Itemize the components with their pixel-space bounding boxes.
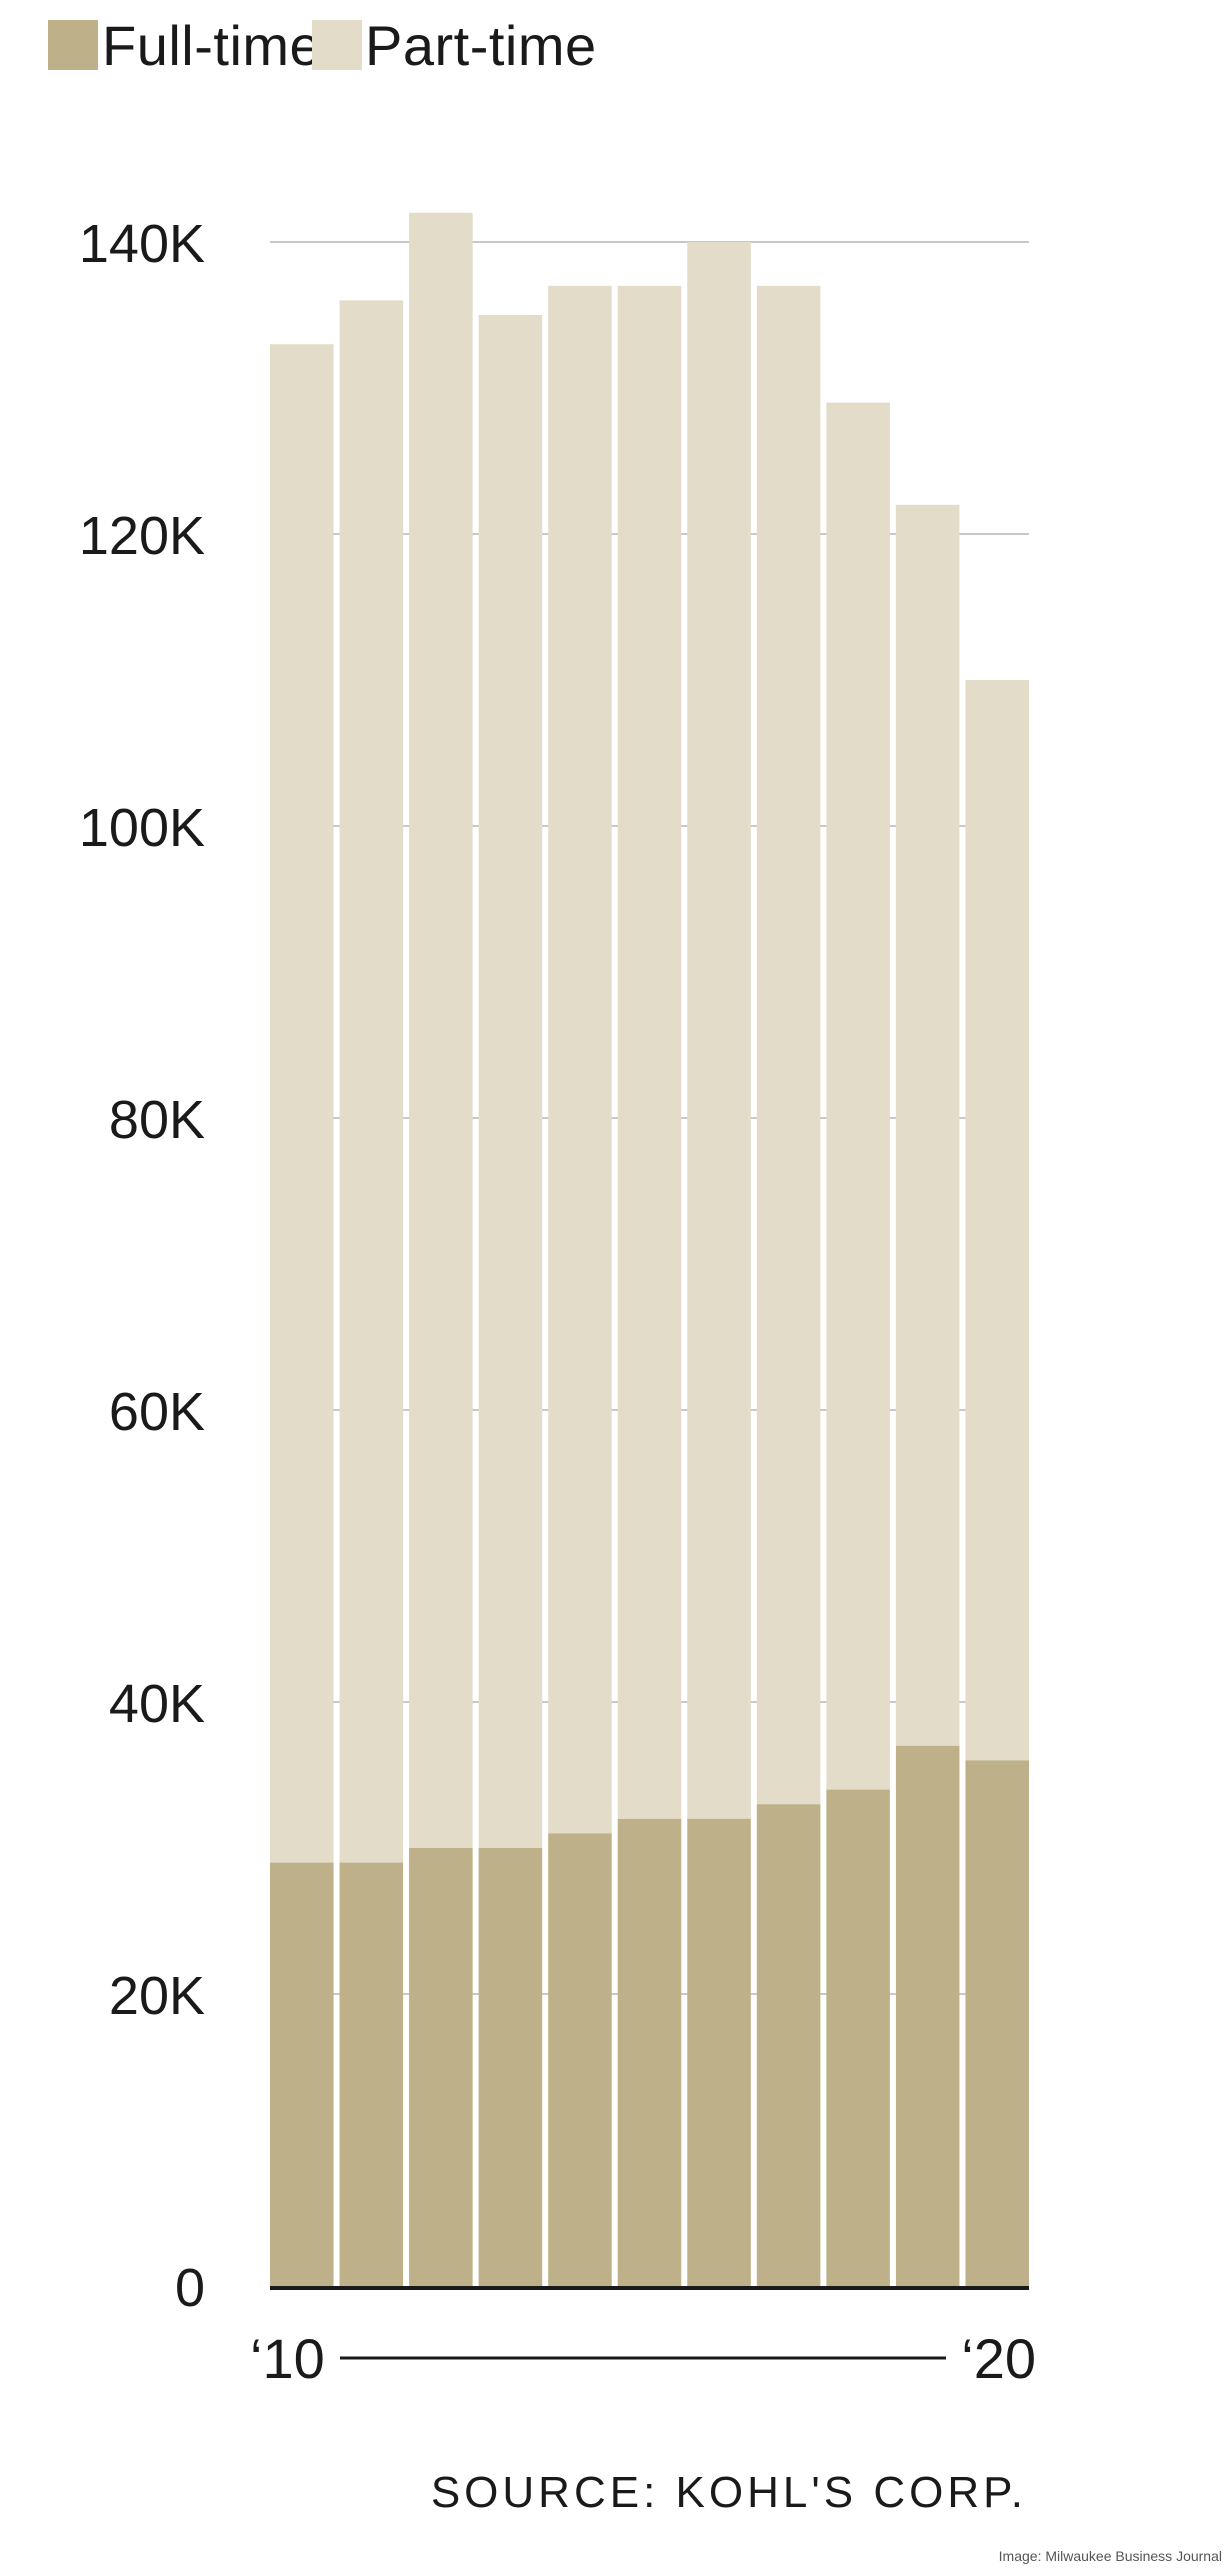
y-tick-label: 20K xyxy=(109,1966,205,2026)
bar-part-time-2012 xyxy=(409,212,473,1848)
source-note: SOURCE: KOHL'S CORP. xyxy=(430,2468,1027,2517)
y-tick-label: 60K xyxy=(109,1382,205,1442)
bar-full-time-2018 xyxy=(826,1789,890,2286)
bar-full-time-2016 xyxy=(687,1818,751,2286)
legend-swatch-full-time xyxy=(48,20,98,70)
bar-part-time-2010 xyxy=(270,344,334,1863)
legend-label-part-time: Part-time xyxy=(365,14,597,77)
bar-part-time-2016 xyxy=(687,242,751,1819)
bar-full-time-2020 xyxy=(965,1760,1029,2286)
bar-part-time-2014 xyxy=(548,285,612,1834)
image-credit: Image: Milwaukee Business Journal xyxy=(998,2548,1222,2564)
y-tick-label: 140K xyxy=(79,214,205,274)
legend-swatch-part-time xyxy=(312,20,362,70)
bar-full-time-2010 xyxy=(270,1862,334,2286)
bar-part-time-2017 xyxy=(756,285,821,1805)
bar-part-time-2020 xyxy=(965,680,1029,1761)
y-tick-label: 40K xyxy=(109,1674,205,1734)
x-axis-start-label: ‘10 xyxy=(250,2327,325,2390)
y-tick-label: 80K xyxy=(109,1090,205,1150)
y-tick-label: 120K xyxy=(79,506,205,566)
bar-part-time-2015 xyxy=(617,285,682,1819)
bar-part-time-2011 xyxy=(339,300,404,1863)
bars xyxy=(270,212,1029,2286)
bar-full-time-2017 xyxy=(756,1804,821,2286)
bar-full-time-2013 xyxy=(478,1848,543,2286)
y-axis-tick-labels: 0 20K 40K 60K 80K 100K 120K 140K xyxy=(79,214,205,2318)
stacked-bar-chart: 0 20K 40K 60K 80K 100K 120K 140K ‘10 ‘20 xyxy=(79,212,1036,2390)
x-axis-end-label: ‘20 xyxy=(961,2327,1036,2390)
bar-full-time-2015 xyxy=(617,1818,682,2286)
bar-part-time-2013 xyxy=(478,315,543,1848)
bar-part-time-2018 xyxy=(826,402,890,1790)
legend-label-full-time: Full-time xyxy=(102,14,322,77)
y-tick-label: 100K xyxy=(79,798,205,858)
bar-full-time-2011 xyxy=(339,1862,404,2286)
y-tick-label: 0 xyxy=(175,2258,205,2318)
bar-full-time-2014 xyxy=(548,1833,612,2286)
bar-part-time-2019 xyxy=(895,504,960,1746)
bar-full-time-2012 xyxy=(409,1848,473,2286)
bar-full-time-2019 xyxy=(895,1745,960,2286)
